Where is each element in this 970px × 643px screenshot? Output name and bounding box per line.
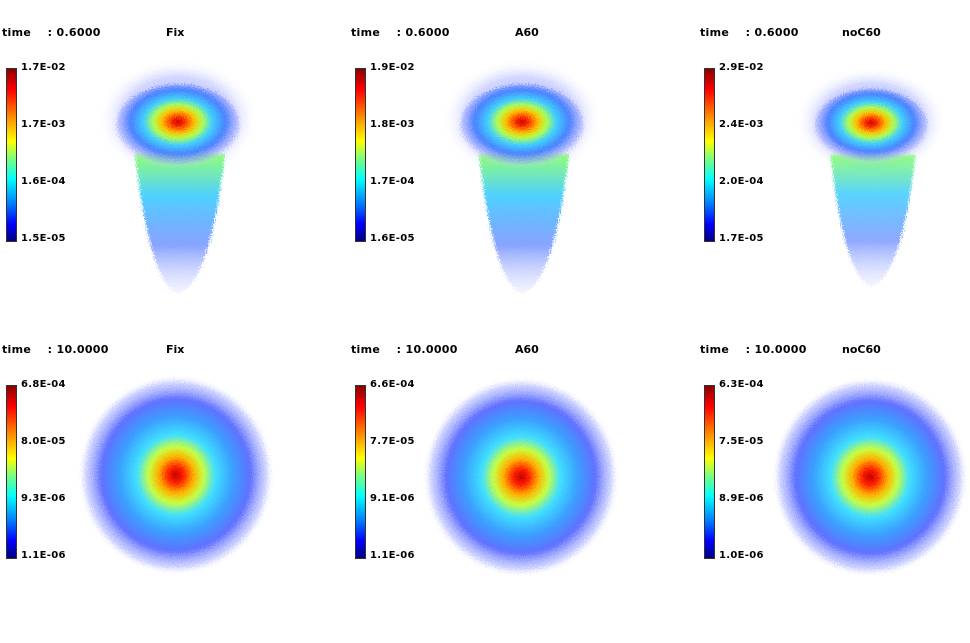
panel-3: time : 0.6000 noC60 2.9E-02 2.4E-03 2.0E… (698, 26, 970, 326)
density-plot (78, 375, 274, 575)
colorbar-tick-max: 2.9E-02 (719, 62, 764, 73)
colorbar-tick: 8.0E-05 (21, 436, 66, 447)
time-label: time : 0.6000 (351, 26, 450, 39)
panel-5: time : 10.0000 A60 6.6E-04 7.7E-05 9.1E-… (349, 343, 669, 643)
colorbar-tick: 7.5E-05 (719, 436, 764, 447)
colorbar-tick-min: 1.5E-05 (21, 233, 66, 244)
colorbar-tick: 9.1E-06 (370, 493, 415, 504)
colorbar-tick: 9.3E-06 (21, 493, 66, 504)
time-label: time : 10.0000 (700, 343, 807, 356)
time-label: time : 0.6000 (700, 26, 799, 39)
colorbar-tick: 1.8E-03 (370, 119, 415, 130)
density-plot (795, 67, 947, 288)
density-plot (423, 377, 619, 577)
colorbar-tick-min: 1.7E-05 (719, 233, 764, 244)
case-label: Fix (166, 343, 185, 356)
colorbar-tick-max: 1.9E-02 (370, 62, 415, 73)
colorbar-tick-min: 1.1E-06 (370, 550, 415, 561)
colorbar-tick-max: 6.6E-04 (370, 379, 415, 390)
case-label: noC60 (842, 343, 881, 356)
colorbar-tick-min: 1.0E-06 (719, 550, 764, 561)
colorbar-tick: 2.4E-03 (719, 119, 764, 130)
panel-1: time : 0.6000 Fix 1.7E-02 1.7E-03 1.6E-0… (0, 26, 320, 326)
colorbar-tick-min: 1.1E-06 (21, 550, 66, 561)
time-label: time : 0.6000 (2, 26, 101, 39)
colorbar-tick-max: 1.7E-02 (21, 62, 66, 73)
density-plot (442, 59, 602, 294)
colorbar (704, 385, 715, 559)
colorbar (355, 68, 366, 242)
density-plot (98, 59, 258, 294)
colorbar (6, 68, 17, 242)
colorbar-tick: 2.0E-04 (719, 176, 764, 187)
colorbar-tick: 8.9E-06 (719, 493, 764, 504)
case-label: A60 (515, 26, 539, 39)
colorbar (355, 385, 366, 559)
colorbar-tick: 1.7E-04 (370, 176, 415, 187)
panel-6: time : 10.0000 noC60 6.3E-04 7.5E-05 8.9… (698, 343, 970, 643)
colorbar (6, 385, 17, 559)
case-label: noC60 (842, 26, 881, 39)
density-plot (772, 377, 968, 577)
time-label: time : 10.0000 (2, 343, 109, 356)
colorbar-tick: 1.7E-03 (21, 119, 66, 130)
time-label: time : 10.0000 (351, 343, 458, 356)
panel-4: time : 10.0000 Fix 6.8E-04 8.0E-05 9.3E-… (0, 343, 320, 643)
panel-2: time : 0.6000 A60 1.9E-02 1.8E-03 1.7E-0… (349, 26, 669, 326)
colorbar (704, 68, 715, 242)
colorbar-tick: 7.7E-05 (370, 436, 415, 447)
colorbar-tick-max: 6.3E-04 (719, 379, 764, 390)
colorbar-tick: 1.6E-04 (21, 176, 66, 187)
case-label: Fix (166, 26, 185, 39)
colorbar-tick-max: 6.8E-04 (21, 379, 66, 390)
colorbar-tick-min: 1.6E-05 (370, 233, 415, 244)
case-label: A60 (515, 343, 539, 356)
